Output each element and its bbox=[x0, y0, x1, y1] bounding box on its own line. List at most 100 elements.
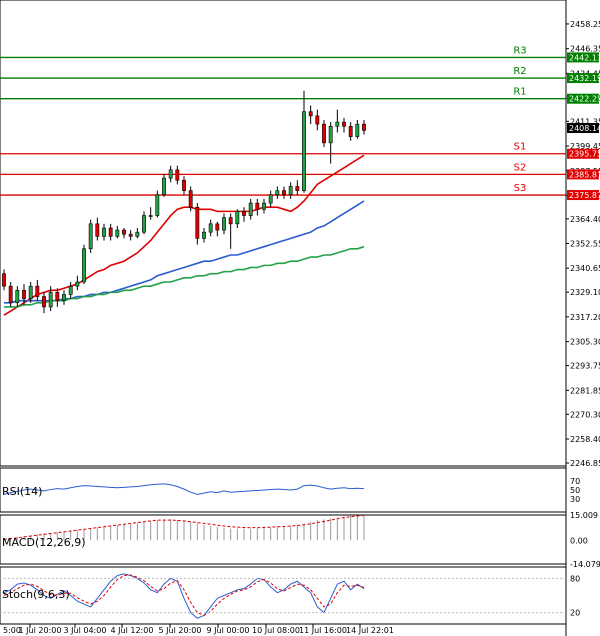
rsi-panel-frame bbox=[0, 467, 567, 513]
candle-body bbox=[195, 206, 200, 239]
macd-panel: 15.009 0.00 -14.079 MACD(12,26,9) bbox=[0, 511, 600, 569]
candle-body bbox=[235, 211, 240, 225]
stoch-label: Stoch(9,6,3) bbox=[2, 588, 70, 601]
level-name-s3: S3 bbox=[514, 183, 527, 194]
moving-average-line bbox=[3, 154, 365, 316]
level-price-label: 2375.87 bbox=[569, 191, 600, 200]
candle-body bbox=[35, 285, 40, 297]
candle-body bbox=[322, 123, 326, 144]
y-tick-label: 2270.30 bbox=[570, 410, 600, 419]
level-price-label: 2432.19 bbox=[569, 74, 600, 83]
candle-body bbox=[268, 194, 273, 204]
candle-body bbox=[202, 231, 206, 239]
candle-body bbox=[75, 281, 80, 287]
candle-body bbox=[68, 285, 73, 295]
level-name-r2: R2 bbox=[513, 66, 526, 77]
level-price-tag bbox=[567, 190, 599, 201]
candle-body bbox=[355, 123, 360, 137]
level-name-r3: R3 bbox=[513, 45, 526, 56]
rsi-tick-label: 30 bbox=[570, 495, 580, 504]
candle-body bbox=[348, 125, 353, 137]
stoch-panel: 80 20 Stoch(9,6,3) bbox=[0, 566, 580, 625]
level-name-s2: S2 bbox=[514, 162, 527, 173]
y-tick-label: 2399.45 bbox=[570, 142, 600, 151]
candle-body bbox=[48, 292, 53, 308]
candle-body bbox=[242, 211, 246, 216]
level-price-tag bbox=[567, 169, 599, 180]
macd-tick-label: 15.009 bbox=[570, 511, 598, 520]
candle-body bbox=[275, 190, 280, 196]
x-tick-label: 5:00 bbox=[3, 626, 21, 635]
candle-body bbox=[155, 194, 160, 216]
candle-body bbox=[128, 233, 133, 237]
x-tick-label: 10 Jul 08:00 bbox=[252, 626, 300, 635]
candle-body bbox=[142, 215, 146, 233]
rsi-label: RSI(14) bbox=[2, 485, 42, 498]
y-tick-label: 2293.75 bbox=[570, 362, 600, 371]
macd-label: MACD(12,26,9) bbox=[2, 536, 86, 549]
y-tick-label: 2364.40 bbox=[570, 215, 600, 224]
level-name-r1: R1 bbox=[513, 87, 526, 98]
candle-body bbox=[8, 285, 13, 304]
candle-body bbox=[288, 186, 293, 196]
candle-body bbox=[182, 179, 186, 191]
candle-body bbox=[175, 169, 180, 181]
candle-body bbox=[2, 273, 6, 287]
level-price-tag bbox=[567, 148, 599, 159]
x-tick-label: 14 Jul 22:01 bbox=[346, 626, 394, 635]
candle-body bbox=[108, 227, 113, 237]
candle-body bbox=[308, 111, 313, 117]
stoch-tick-label: 20 bbox=[570, 609, 580, 618]
candle-body bbox=[228, 217, 233, 225]
candle-body bbox=[148, 215, 153, 217]
candle-body bbox=[188, 190, 193, 208]
candle-body bbox=[115, 229, 120, 237]
rsi-tick-label: 70 bbox=[570, 477, 580, 486]
candle-body bbox=[122, 229, 126, 235]
stoch-main-line bbox=[3, 573, 365, 619]
candle-body bbox=[255, 202, 260, 210]
y-tick-label: 2352.55 bbox=[570, 239, 600, 248]
candle-body bbox=[42, 296, 46, 308]
candle-body bbox=[222, 217, 226, 231]
candle-body bbox=[95, 223, 100, 237]
candle-body bbox=[248, 202, 253, 216]
candle-body bbox=[342, 121, 346, 127]
candle-body bbox=[28, 285, 33, 299]
y-tick-label: 2340.65 bbox=[570, 264, 600, 273]
candle-body bbox=[328, 125, 333, 144]
price-panel-frame bbox=[0, 0, 567, 467]
candle-body bbox=[15, 290, 20, 304]
candle-body bbox=[55, 292, 60, 301]
last-price-label: 2408.14 bbox=[569, 124, 600, 133]
y-tick-label: 2258.40 bbox=[570, 435, 600, 444]
x-tick-label: 5 Jul 20:00 bbox=[159, 626, 202, 635]
candle-body bbox=[135, 231, 140, 237]
x-tick-label: 3 Jul 04:00 bbox=[64, 626, 107, 635]
candle-body bbox=[82, 248, 86, 283]
x-tick-label: 11 Jul 16:00 bbox=[299, 626, 347, 635]
x-tick-label: 1 Jul 20:00 bbox=[19, 626, 62, 635]
stoch-panel-frame bbox=[0, 566, 567, 625]
x-axis: 5:001 Jul 20:00 3 Jul 04:00 4 Jul 12:00 5 J… bbox=[3, 624, 394, 635]
candle-body bbox=[162, 177, 166, 196]
candle-body bbox=[208, 223, 213, 233]
candle-body bbox=[62, 294, 66, 301]
level-price-tag bbox=[567, 93, 599, 104]
x-tick-label: 4 Jul 12:00 bbox=[111, 626, 154, 635]
candle-body bbox=[102, 227, 106, 237]
y-tick-label: 2305.30 bbox=[570, 338, 600, 347]
y-tick-label: 2329.10 bbox=[570, 288, 600, 297]
candle-body bbox=[335, 121, 340, 127]
y-tick-label: 2246.85 bbox=[570, 459, 600, 468]
macd-signal-line bbox=[3, 514, 365, 540]
candle-body bbox=[302, 111, 306, 191]
level-price-label: 2442.13 bbox=[569, 53, 600, 62]
candle-body bbox=[295, 186, 300, 191]
stoch-signal-line bbox=[3, 574, 365, 617]
candle-body bbox=[88, 223, 93, 250]
level-name-s1: S1 bbox=[514, 142, 527, 153]
